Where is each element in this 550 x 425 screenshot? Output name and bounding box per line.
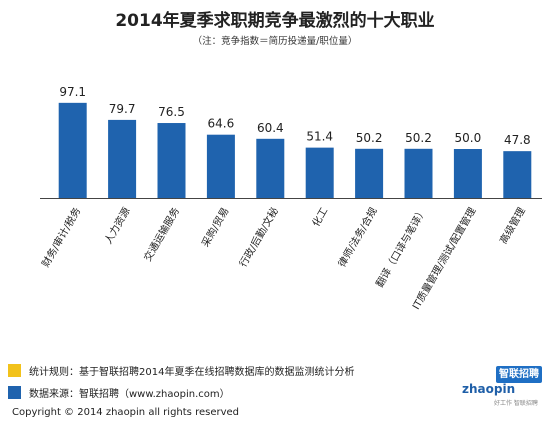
chart-subtitle: （注：竞争指数＝简历投递量/职位量） bbox=[192, 36, 358, 47]
bar-value-label: 60.4 bbox=[257, 121, 284, 135]
data-source-row: 数据来源：智联招聘（www.zhaopin.com） bbox=[8, 385, 230, 400]
copyright-text: Copyright © 2014 zhaopin all rights rese… bbox=[12, 407, 240, 418]
category-tick-label: 采购/贸易 bbox=[199, 205, 232, 249]
bar bbox=[206, 134, 235, 198]
stat-rule-row: 统计规则：基于智联招聘2014年夏季在线招聘数据库的数据监测统计分析 bbox=[8, 363, 354, 378]
bar bbox=[256, 138, 285, 198]
bar bbox=[453, 149, 482, 198]
bar bbox=[404, 148, 433, 198]
zhaopin-logo: 智联招聘 zhaopin 好工作 智联招聘 bbox=[462, 366, 546, 407]
bar-value-label: 50.2 bbox=[405, 131, 432, 145]
bar-value-label: 97.1 bbox=[59, 85, 86, 99]
category-tick-label: 律师/法务/合规 bbox=[335, 205, 380, 269]
logo-slogan: 好工作 智联招聘 bbox=[494, 400, 538, 407]
data-source-swatch bbox=[8, 386, 21, 399]
bar-chart: 97.1 财务/审计/税务 79.7 人力资源 76.5 交通运输服务 64.6 采购/贸易 6… bbox=[39, 85, 542, 312]
logo-word: zhaopin bbox=[462, 382, 516, 396]
bar bbox=[108, 119, 137, 198]
logo-name-cn: 智联招聘 bbox=[496, 366, 542, 383]
bar-value-label: 51.4 bbox=[306, 130, 333, 144]
data-source-text: 数据来源：智联招聘（www.zhaopin.com） bbox=[29, 389, 230, 400]
category-tick-label: 行政/后勤/文秘 bbox=[236, 205, 281, 269]
bar-value-label: 79.7 bbox=[109, 102, 136, 116]
category-tick-label: 财务/审计/税务 bbox=[39, 205, 84, 269]
bar bbox=[305, 147, 334, 198]
category-tick-label: 人力资源 bbox=[101, 205, 132, 246]
bar bbox=[355, 148, 384, 198]
chart-title: 2014年夏季求职期竞争最激烈的十大职业 bbox=[115, 11, 435, 31]
bar-value-label: 47.8 bbox=[504, 133, 531, 147]
stat-rule-swatch bbox=[8, 364, 21, 377]
bar bbox=[503, 151, 532, 198]
bar-value-label: 50.2 bbox=[356, 131, 383, 145]
category-tick-label: 化工 bbox=[309, 205, 330, 229]
stat-rule-text: 统计规则：基于智联招聘2014年夏季在线招聘数据库的数据监测统计分析 bbox=[29, 367, 355, 378]
category-tick-label: 翻译（口译与笔译） bbox=[373, 205, 429, 289]
bar-value-label: 76.5 bbox=[158, 105, 185, 119]
bar-value-label: 64.6 bbox=[208, 117, 235, 131]
bar bbox=[157, 123, 186, 198]
category-tick-label: 高级管理 bbox=[497, 205, 528, 246]
category-tick-label: 交通运输服务 bbox=[141, 205, 182, 263]
bar bbox=[58, 102, 87, 198]
bar-value-label: 50.0 bbox=[455, 131, 482, 145]
